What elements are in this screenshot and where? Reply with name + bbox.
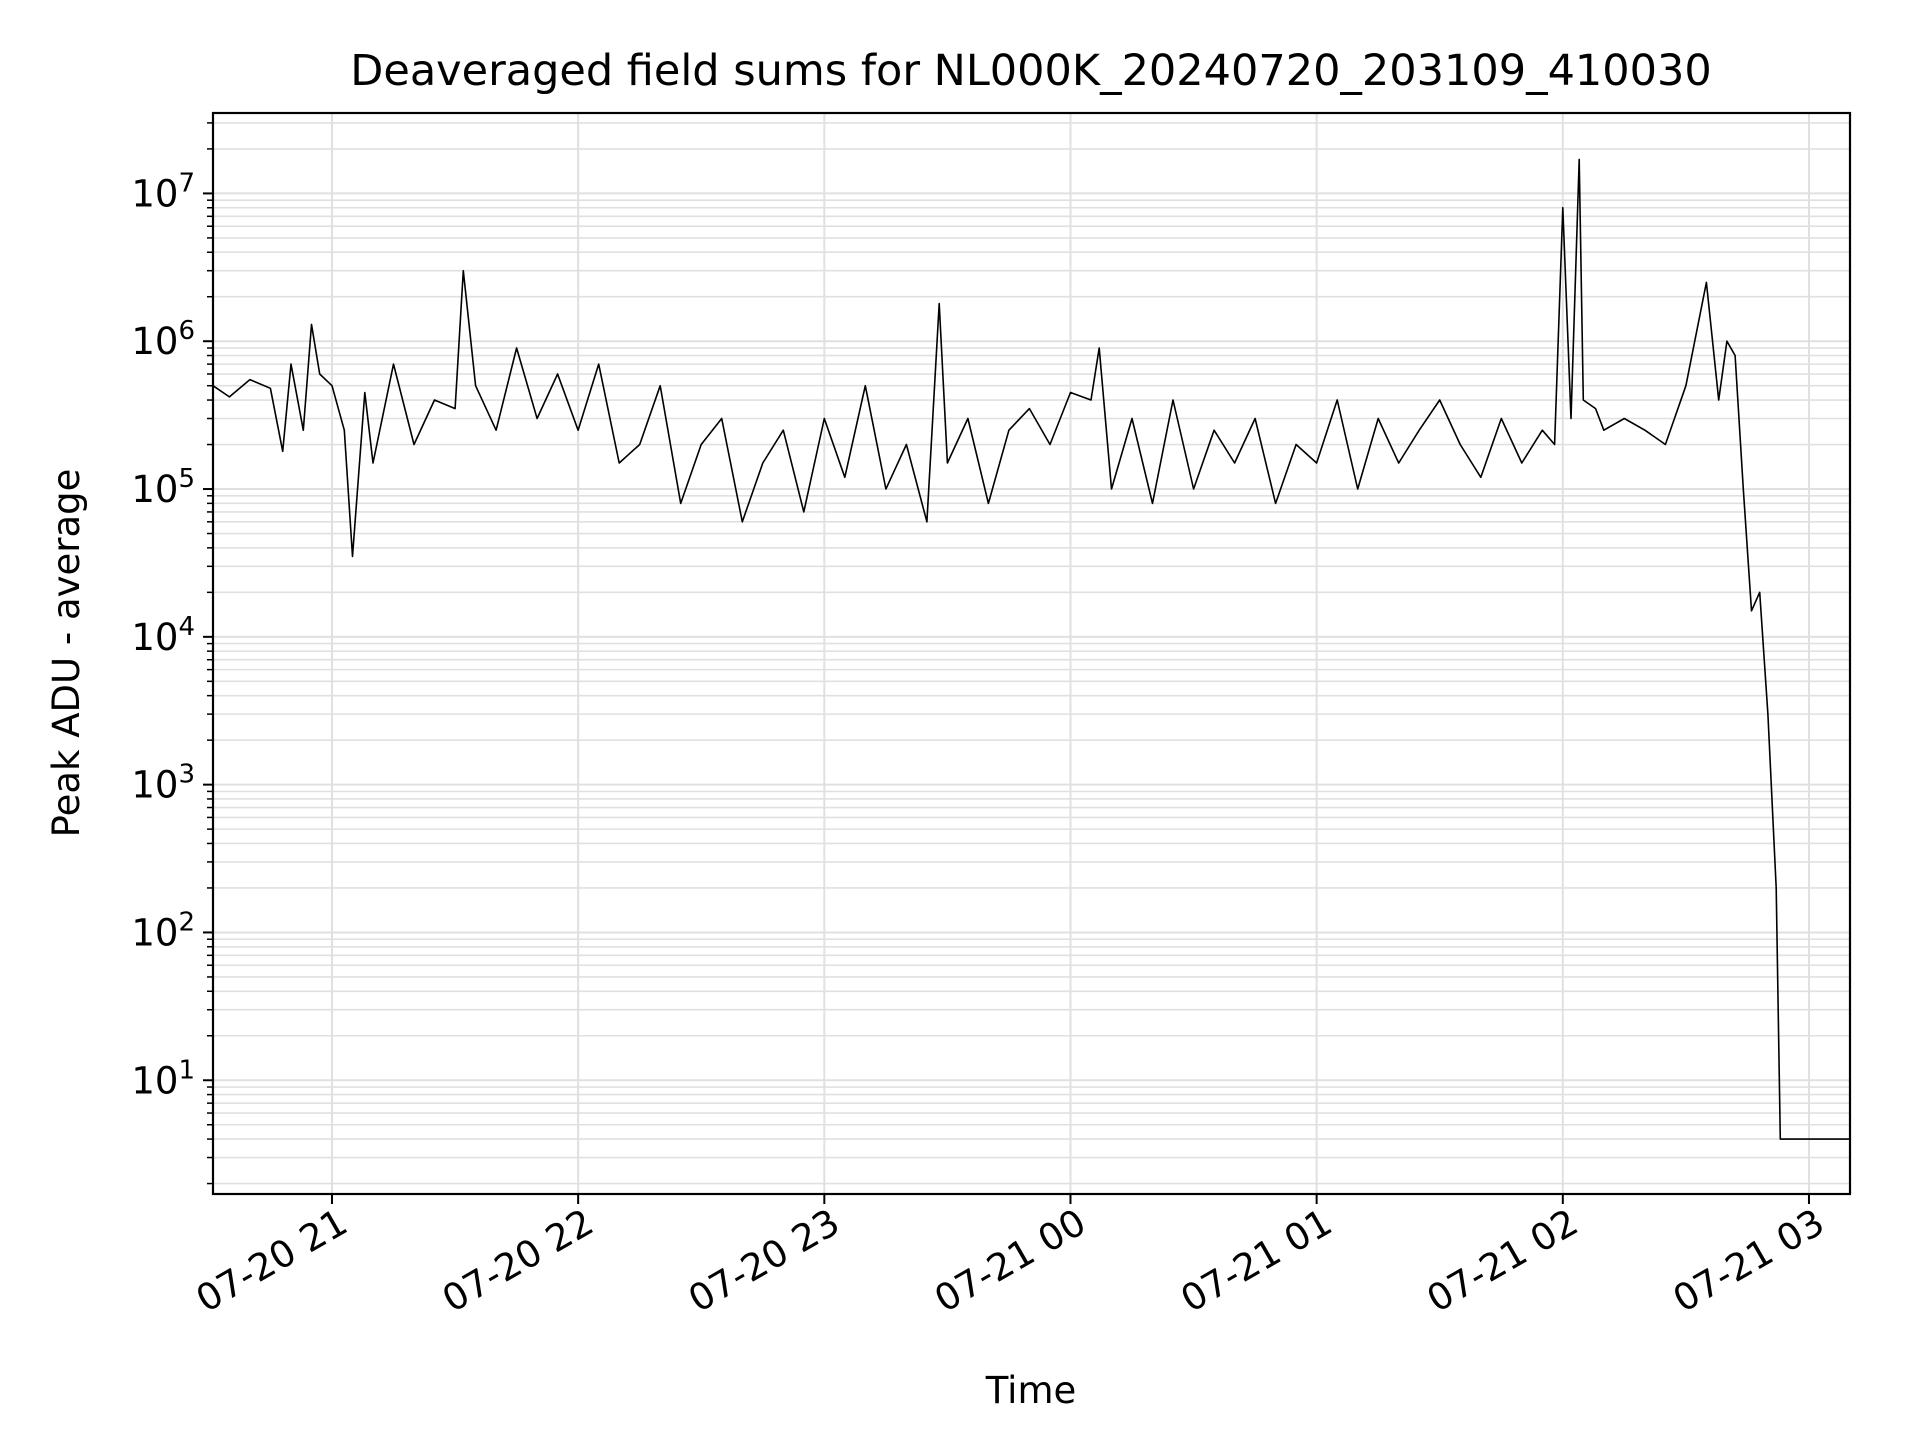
y-tick-label: 101	[131, 1055, 195, 1102]
grid-layer	[213, 113, 1850, 1194]
y-tick-label: 102	[131, 907, 195, 954]
y-tick-label: 106	[131, 316, 195, 363]
y-tick-label: 103	[131, 760, 195, 807]
x-tick-label: 07-21 03	[1666, 1201, 1832, 1321]
y-tick-label: 105	[131, 464, 195, 511]
y-tick-label: 107	[131, 168, 195, 215]
chart-title: Deaveraged field sums for NL000K_2024072…	[350, 46, 1711, 96]
x-tick-label: 07-20 22	[435, 1201, 601, 1321]
x-tick-label: 07-20 23	[681, 1201, 847, 1321]
x-axis-label: Time	[985, 1369, 1077, 1412]
x-tick-label: 07-20 21	[189, 1201, 355, 1321]
y-tick-label: 104	[131, 612, 195, 659]
tick-layer: 07-20 21 07-20 22 07-20 23 07-21 00 07-21 01…	[131, 122, 1832, 1321]
y-axis-label: Peak ADU - average	[45, 469, 88, 838]
line-layer	[212, 158, 1850, 1140]
x-tick-label: 07-21 02	[1420, 1201, 1586, 1321]
x-tick-label: 07-21 01	[1174, 1201, 1340, 1321]
x-tick-label: 07-21 00	[927, 1201, 1093, 1321]
data-series-line	[212, 158, 1850, 1140]
plot-area-frame	[211, 111, 1852, 1196]
